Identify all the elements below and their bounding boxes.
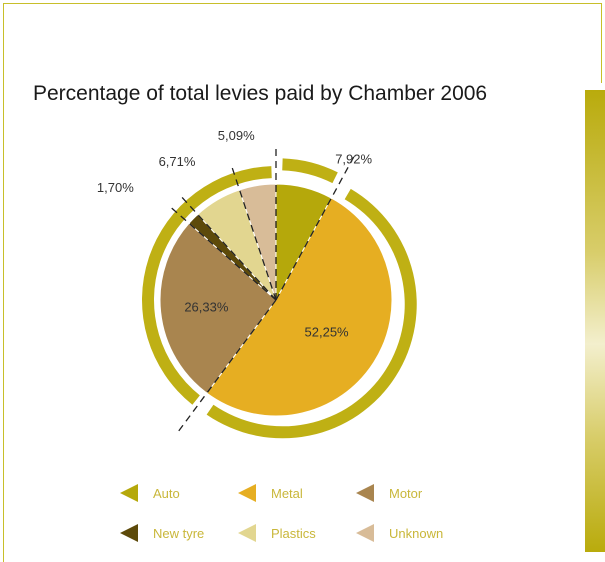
legend: Auto Metal Motor New tyre Plastics Unknown — [120, 483, 480, 543]
legend-item-plastics: Plastics — [238, 523, 356, 543]
slice-metal — [206, 197, 393, 417]
outer-ring-metal — [206, 188, 417, 439]
data-label-motor: 26,33% — [184, 299, 229, 314]
left-rule — [3, 83, 4, 562]
legend-label: New tyre — [153, 525, 205, 541]
leader-line-metal — [177, 299, 277, 433]
outer-ring-auto — [282, 158, 338, 184]
data-label-new-tyre: 1,70% — [97, 180, 134, 195]
legend-label: Motor — [389, 485, 423, 501]
side-gradient-bar — [585, 90, 605, 552]
data-label-plastics: 6,71% — [159, 154, 196, 169]
legend-swatch-icon — [120, 524, 138, 542]
legend-label: Unknown — [389, 525, 444, 541]
legend-swatch-icon — [238, 484, 256, 502]
data-label-unknown: 5,09% — [218, 128, 255, 143]
data-label-auto: 7,92% — [335, 151, 372, 166]
legend-item-metal: Metal — [238, 483, 356, 503]
legend-item-new-tyre: New tyre — [120, 523, 238, 543]
legend-swatch-icon — [120, 484, 138, 502]
leader-line-auto — [275, 152, 357, 301]
legend-label: Auto — [153, 485, 180, 501]
legend-swatch-icon — [356, 484, 374, 502]
legend-label: Metal — [271, 485, 303, 501]
chart-title: Percentage of total levies paid by Chamb… — [33, 82, 488, 105]
data-label-metal: 52,25% — [305, 324, 350, 339]
slice-motor — [159, 222, 277, 394]
legend-item-unknown: Unknown — [356, 523, 474, 543]
frame-right-edge — [601, 3, 602, 83]
legend-swatch-icon — [238, 524, 256, 542]
legend-label: Plastics — [271, 525, 316, 541]
legend-item-auto: Auto — [120, 483, 238, 503]
outer-ring-others — [142, 166, 272, 405]
legend-item-motor: Motor — [356, 483, 474, 503]
legend-swatch-icon — [356, 524, 374, 542]
